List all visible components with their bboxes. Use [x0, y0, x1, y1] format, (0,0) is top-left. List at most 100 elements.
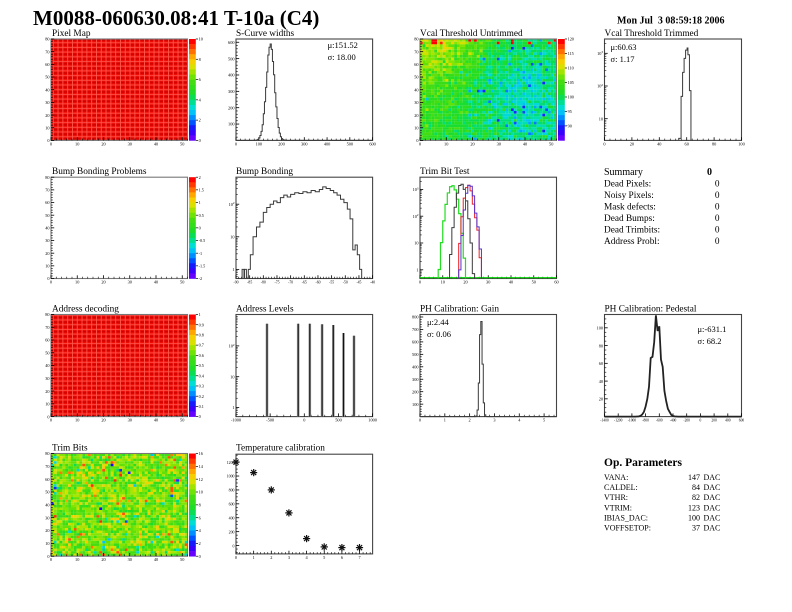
svg-text:DAC: DAC: [704, 503, 721, 512]
svg-text:200: 200: [278, 141, 284, 146]
svg-text:40: 40: [45, 87, 49, 92]
svg-text:0: 0: [715, 226, 720, 236]
svg-text:Dead Trimbits:: Dead Trimbits:: [604, 226, 660, 236]
svg-text:30: 30: [128, 280, 132, 285]
svg-text:10: 10: [599, 116, 603, 121]
svg-text:VTHR:: VTHR:: [604, 493, 628, 502]
svg-text:600: 600: [369, 141, 375, 146]
svg-text:500: 500: [335, 418, 341, 423]
svg-text:-40: -40: [370, 281, 375, 285]
svg-text:20: 20: [463, 280, 467, 285]
svg-text:0.1: 0.1: [199, 404, 204, 409]
svg-text:0.8: 0.8: [199, 333, 204, 338]
svg-text:0: 0: [603, 141, 605, 146]
svg-text:Vcal Threshold Trimmed: Vcal Threshold Trimmed: [605, 29, 699, 39]
svg-text:10: 10: [75, 557, 79, 562]
svg-text:0: 0: [715, 180, 720, 190]
svg-text:100: 100: [738, 141, 744, 146]
svg-text:105: 105: [568, 80, 574, 85]
svg-text:70: 70: [414, 49, 418, 54]
svg-text:0: 0: [199, 138, 201, 143]
svg-text:0: 0: [419, 418, 421, 423]
svg-text:4: 4: [199, 97, 202, 102]
svg-text:40: 40: [154, 557, 158, 562]
svg-text:400: 400: [324, 141, 330, 146]
svg-text:0: 0: [419, 141, 421, 146]
svg-text:0: 0: [47, 138, 49, 143]
svg-text:50: 50: [180, 418, 184, 423]
svg-text:500: 500: [412, 352, 418, 357]
svg-text:-1400: -1400: [600, 419, 609, 423]
svg-text:30: 30: [45, 100, 49, 105]
svg-text:40: 40: [599, 379, 603, 384]
svg-text:-75: -75: [274, 281, 279, 285]
svg-text:0.4: 0.4: [199, 373, 205, 378]
svg-text:Bump Bonding Problems: Bump Bonding Problems: [52, 167, 147, 177]
svg-text:0: 0: [50, 418, 52, 423]
svg-text:DAC: DAC: [704, 524, 721, 533]
svg-text:-2: -2: [199, 276, 203, 281]
svg-text:Vcal Threshold Untrimmed: Vcal Threshold Untrimmed: [420, 29, 523, 39]
svg-text:70: 70: [45, 188, 49, 193]
svg-text:-65: -65: [302, 281, 307, 285]
svg-text:-1000: -1000: [231, 418, 241, 423]
svg-text:CALDEL:: CALDEL:: [604, 483, 638, 492]
svg-text:DAC: DAC: [704, 493, 721, 502]
svg-text:0: 0: [416, 138, 418, 143]
svg-text:100: 100: [228, 122, 234, 127]
svg-text:0: 0: [715, 203, 720, 213]
svg-text:VOFFSETOP:: VOFFSETOP:: [604, 524, 651, 533]
svg-text:0.5: 0.5: [199, 213, 204, 218]
svg-text:3: 3: [288, 555, 290, 560]
svg-text:0.5: 0.5: [199, 363, 204, 368]
svg-text:0: 0: [47, 414, 49, 419]
svg-text:DAC: DAC: [704, 483, 721, 492]
svg-text:Summary: Summary: [604, 167, 643, 178]
svg-text:-70: -70: [288, 281, 293, 285]
svg-text:300: 300: [412, 377, 418, 382]
svg-text:400: 400: [228, 73, 234, 78]
svg-text:μ:60.63: μ:60.63: [611, 42, 637, 52]
svg-text:σ: 1.17: σ: 1.17: [611, 54, 635, 64]
svg-text:40: 40: [523, 141, 527, 146]
svg-text:200: 200: [412, 389, 418, 394]
svg-text:400: 400: [725, 419, 731, 423]
svg-text:-80: -80: [261, 281, 266, 285]
svg-text:95: 95: [568, 109, 572, 114]
svg-text:0.9: 0.9: [199, 322, 204, 327]
svg-text:30: 30: [128, 418, 132, 423]
svg-text:30: 30: [45, 376, 49, 381]
svg-text:10: 10: [75, 280, 79, 285]
svg-text:60: 60: [414, 62, 418, 67]
svg-text:2: 2: [199, 118, 201, 123]
svg-text:40: 40: [45, 363, 49, 368]
svg-text:-200: -200: [683, 419, 690, 423]
svg-text:10: 10: [45, 402, 49, 407]
svg-text:20: 20: [101, 280, 105, 285]
svg-text:60: 60: [599, 361, 603, 366]
svg-text:102: 102: [229, 343, 235, 349]
svg-text:20: 20: [101, 418, 105, 423]
svg-text:100: 100: [568, 95, 574, 100]
svg-text:10: 10: [199, 37, 203, 42]
svg-text:Temperature calibration: Temperature calibration: [236, 444, 325, 454]
svg-text:80: 80: [712, 141, 716, 146]
svg-text:-60: -60: [315, 281, 320, 285]
svg-text:0: 0: [199, 414, 201, 419]
svg-text:0: 0: [50, 141, 52, 146]
svg-text:0: 0: [715, 191, 720, 201]
svg-text:20: 20: [45, 389, 49, 394]
svg-text:2: 2: [199, 541, 201, 546]
svg-text:80: 80: [599, 343, 603, 348]
svg-text:μ:151.52: μ:151.52: [328, 40, 358, 50]
svg-text:40: 40: [154, 418, 158, 423]
svg-text:10: 10: [444, 141, 448, 146]
svg-text:500: 500: [228, 56, 234, 61]
svg-text:600: 600: [739, 419, 745, 423]
svg-text:-1: -1: [199, 251, 203, 256]
svg-text:2: 2: [270, 555, 272, 560]
svg-text:0.6: 0.6: [199, 353, 204, 358]
svg-text:1000: 1000: [368, 418, 377, 423]
svg-text:600: 600: [228, 40, 234, 45]
svg-text:PH Calibration: Pedestal: PH Calibration: Pedestal: [605, 305, 697, 315]
